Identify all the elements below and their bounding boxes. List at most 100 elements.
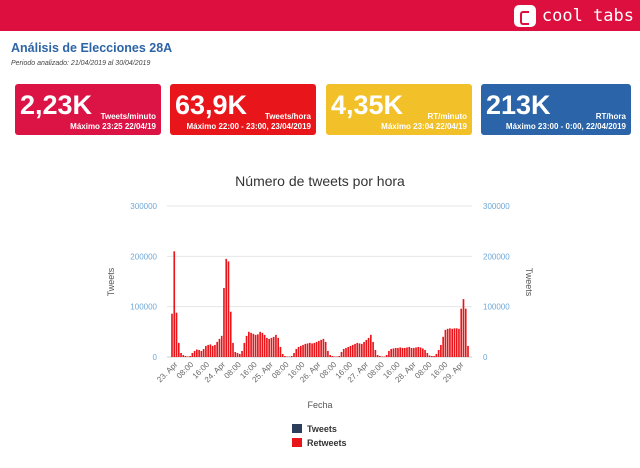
bar-retweets — [245, 335, 248, 357]
bar-retweets — [184, 355, 187, 357]
bar-retweets — [424, 349, 426, 357]
bar-retweets — [399, 347, 402, 357]
bar-retweets — [351, 344, 354, 357]
card-unit: Tweets/minuto — [100, 112, 156, 121]
bar-retweets — [379, 355, 381, 357]
bar-retweets — [449, 328, 451, 357]
cooltabs-logo[interactable]: cool tabs — [513, 4, 634, 28]
x-axis-label: Fecha — [307, 400, 332, 410]
card-tweets-minute: 2,23K Tweets/minuto Máximo 23:25 22/04/1… — [15, 84, 161, 135]
bar-retweets — [252, 333, 255, 357]
bar-retweets — [263, 334, 266, 357]
bar-retweets — [288, 356, 291, 357]
bar-retweets — [225, 258, 228, 357]
bar-retweets — [286, 356, 289, 357]
bar-retweets — [254, 334, 257, 357]
chart-title: Número de tweets por hora — [235, 173, 405, 189]
bar-retweets — [388, 350, 390, 357]
bar-retweets — [311, 343, 313, 357]
bar-retweets — [403, 347, 406, 357]
bar-retweets — [243, 342, 246, 357]
y-tick-left: 100000 — [130, 303, 157, 312]
bar-retweets — [182, 354, 185, 357]
card-rt-minute: 4,35K RT/minuto Máximo 23:04 22/04/19 — [326, 84, 472, 135]
card-tweets-hour: 63,9K Tweets/hora Máximo 22:00 - 23:00, … — [170, 84, 316, 135]
bar-retweets — [426, 352, 429, 357]
card-unit: RT/minuto — [427, 112, 467, 121]
bar-retweets — [462, 299, 465, 357]
bar-retweets — [327, 350, 329, 357]
bar-retweets — [268, 338, 270, 357]
bar-retweets — [218, 338, 221, 357]
bar-retweets — [209, 344, 212, 357]
card-unit: Tweets/hora — [264, 112, 311, 121]
bar-retweets — [458, 328, 460, 357]
bar-retweets — [175, 312, 178, 357]
bar-retweets — [446, 328, 449, 357]
bar-retweets — [200, 350, 203, 357]
bar-retweets — [313, 342, 316, 357]
bar-retweets — [397, 347, 399, 357]
bar-retweets — [290, 355, 293, 357]
bar-retweets — [363, 341, 365, 357]
bar-retweets — [189, 355, 191, 357]
bar-retweets — [331, 355, 334, 357]
card-max: Máximo 23:25 22/04/19 — [70, 122, 156, 131]
bar-retweets — [431, 355, 433, 357]
page-title: Análisis de Elecciones 28A — [11, 41, 173, 55]
card-max: Máximo 23:04 22/04/19 — [381, 122, 467, 131]
bar-retweets — [428, 355, 431, 357]
bar-retweets — [360, 343, 363, 357]
bar-retweets — [193, 350, 196, 357]
bar-retweets — [177, 342, 180, 357]
legend-label: Tweets — [307, 424, 337, 434]
bar-retweets — [376, 354, 379, 357]
bar-retweets — [329, 354, 331, 357]
bar-retweets — [214, 344, 216, 357]
bar-retweets — [401, 347, 404, 357]
bar-retweets — [250, 332, 252, 357]
bar-retweets — [336, 356, 338, 357]
bar-retweets — [437, 349, 440, 357]
card-rt-hour: 213K RT/hora Máximo 23:00 - 0:00, 22/04/… — [481, 84, 631, 135]
bar-retweets — [444, 329, 447, 357]
bar-retweets — [202, 348, 205, 357]
legend-label: Retweets — [307, 438, 347, 448]
bar-retweets — [297, 346, 300, 357]
bar-retweets — [322, 338, 325, 357]
bar-retweets — [385, 354, 388, 357]
bar-retweets — [227, 261, 230, 357]
bar-retweets — [381, 356, 383, 357]
bar-retweets — [417, 346, 420, 357]
bar-retweets — [345, 347, 347, 357]
bar-retweets — [354, 343, 356, 357]
bar-retweets — [412, 347, 415, 357]
card-value: 2,23K — [20, 90, 93, 120]
bar-retweets — [433, 355, 435, 357]
bar-retweets — [370, 334, 372, 357]
bar-retweets — [460, 308, 463, 357]
bar-retweets — [315, 341, 318, 357]
bar-retweets — [455, 328, 458, 357]
bar-retweets — [257, 334, 259, 357]
bar-retweets — [383, 356, 386, 357]
bar-retweets — [275, 334, 277, 357]
bar-retweets — [372, 341, 374, 357]
tweets-per-hour-chart: Número de tweets por hora 0 0 100000 100000 2… — [106, 173, 534, 448]
bar-retweets — [295, 348, 298, 357]
y-tick-right: 300000 — [483, 202, 510, 211]
bar-retweets — [410, 347, 413, 357]
bar-retweets — [320, 339, 322, 357]
bar-retweets — [180, 352, 182, 357]
bar-retweets — [419, 347, 422, 357]
bar-retweets — [394, 347, 397, 357]
bar-retweets — [293, 352, 295, 357]
bar-retweets — [266, 337, 268, 357]
top-bar: cool tabs — [0, 0, 640, 31]
bar-retweets — [453, 328, 456, 357]
bar-retweets — [272, 336, 275, 357]
bar-retweets — [232, 342, 234, 357]
y-tick-right: 0 — [483, 353, 488, 362]
bar-retweets — [451, 328, 454, 357]
bar-retweets — [421, 348, 424, 357]
